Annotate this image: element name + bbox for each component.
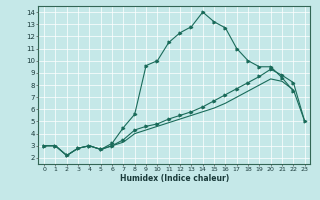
X-axis label: Humidex (Indice chaleur): Humidex (Indice chaleur) xyxy=(120,174,229,183)
